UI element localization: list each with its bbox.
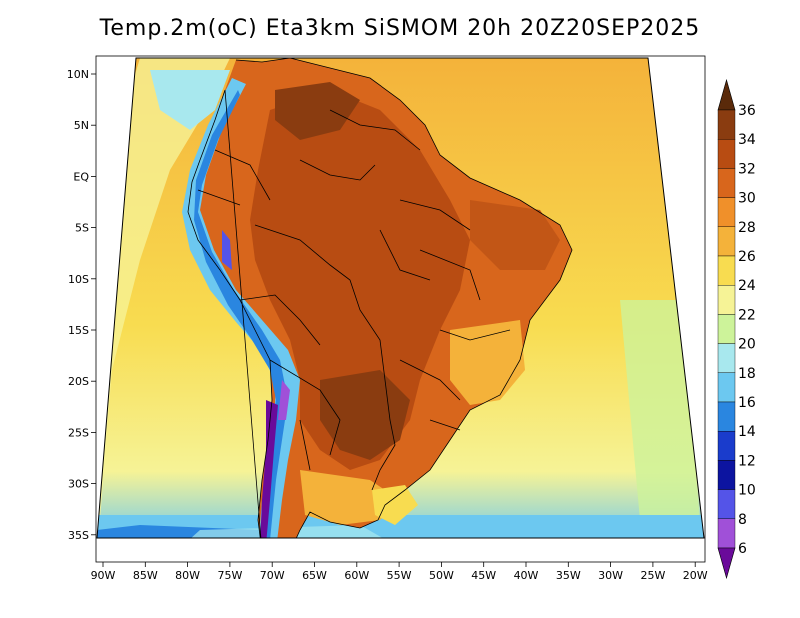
lon-tick-label: 40W <box>514 569 539 582</box>
cool-pacific-north <box>150 70 230 130</box>
lon-tick-label: 50W <box>429 569 454 582</box>
cool-pacific-zone <box>97 58 230 538</box>
colorbar-label: 22 <box>738 307 756 323</box>
country-borders <box>187 58 573 538</box>
colorbar-label: 28 <box>738 220 756 236</box>
colorbar-label: 10 <box>738 483 756 499</box>
colorbar-label: 32 <box>738 161 756 177</box>
andes-peak-band <box>260 400 278 538</box>
colorbar-segment <box>717 314 736 344</box>
cool-atlantic-south <box>620 300 700 520</box>
colorbar-segment <box>717 285 736 315</box>
colorbar-max-arrow <box>717 78 736 111</box>
colorbar-segment <box>717 489 736 520</box>
lon-tick-label: 65W <box>302 569 327 582</box>
axes-box <box>95 55 706 563</box>
brazil-border <box>254 109 421 491</box>
uruguay-cool <box>372 485 418 525</box>
colorbar-label: 18 <box>738 366 756 382</box>
lat-tick-label: 15S <box>68 324 89 337</box>
colorbar-segment <box>717 168 736 198</box>
colorbar-segment <box>717 431 736 461</box>
colorbar-label: 36 <box>738 103 756 119</box>
lat-tick-label: 5S <box>75 222 89 235</box>
lon-tick-label: 35W <box>556 569 581 582</box>
lon-tick-label: 60W <box>344 569 369 582</box>
colorbar-label: 30 <box>738 191 756 207</box>
lon-tick-label: 75W <box>217 569 242 582</box>
longitude-axis: 90W 85W 80W 75W 70W 65W 60W 55W 50W 45W 40W 35W 30W 2… <box>91 562 708 582</box>
brazil-states <box>379 199 511 431</box>
colorbar-label: 12 <box>738 453 756 469</box>
map-title: Temp.2m(oC) Eta3km SiSMOM 20h 20Z20SEP20… <box>99 16 701 41</box>
colorbar-label: 20 <box>738 337 756 353</box>
colorbar-segment <box>717 518 736 549</box>
lon-tick-label: 70W <box>260 569 285 582</box>
colorbar-segment <box>717 401 736 432</box>
latitude-axis: 10N 5N EQ 5S 10S 15S 20S 25S 30S 35S <box>67 68 96 542</box>
colorbar-label: 16 <box>738 395 756 411</box>
lon-tick-label: 85W <box>133 569 158 582</box>
coastline <box>187 58 573 538</box>
lat-tick-label: 10N <box>67 68 89 81</box>
colorbar-segment <box>717 343 736 374</box>
map-frame <box>96 57 705 539</box>
colorbar-segment <box>717 197 736 228</box>
colorbar-label: 24 <box>738 278 756 294</box>
temperature-field <box>97 58 704 538</box>
colorbar-segment <box>717 255 736 286</box>
colorbar-segment <box>717 138 736 169</box>
lat-tick-label: 30S <box>68 478 89 491</box>
colorbar-label: 6 <box>738 541 747 557</box>
lon-tick-label: 90W <box>91 569 116 582</box>
lat-tick-label: EQ <box>73 170 89 183</box>
lon-tick-label: 55W <box>387 569 412 582</box>
colorbar: 36 34 32 30 28 26 24 22 20 18 16 14 12 10 8 6 <box>717 78 756 580</box>
andes-coldest-band <box>194 90 288 538</box>
northeast-warm <box>470 200 560 270</box>
colorbar-segment <box>717 109 736 140</box>
colorbar-segment <box>717 372 736 403</box>
lat-tick-label: 5N <box>74 119 89 132</box>
lat-tick-label: 20S <box>68 375 89 388</box>
colorbar-label: 14 <box>738 424 756 440</box>
andes-peak-band-2 <box>278 380 290 420</box>
lat-tick-label: 25S <box>68 426 89 439</box>
colorbar-label: 8 <box>738 512 747 528</box>
very-hot-zone-north <box>275 82 360 140</box>
lon-tick-label: 80W <box>175 569 200 582</box>
lon-tick-label: 25W <box>640 569 665 582</box>
lat-tick-label: 35S <box>68 529 89 542</box>
lon-tick-label: 30W <box>598 569 623 582</box>
colorbar-label: 26 <box>738 249 756 265</box>
andes-peak-band-3 <box>222 230 232 270</box>
colorbar-label: 34 <box>738 132 756 148</box>
hot-interior-zone <box>250 90 470 470</box>
lon-tick-label: 20W <box>683 569 708 582</box>
very-hot-zone <box>320 370 410 460</box>
colorbar-segment <box>717 226 736 257</box>
lat-tick-label: 10S <box>68 273 89 286</box>
colorbar-segment <box>717 460 736 490</box>
andean-borders <box>197 149 341 471</box>
lon-tick-label: 45W <box>471 569 496 582</box>
colorbar-min-arrow <box>717 547 736 580</box>
